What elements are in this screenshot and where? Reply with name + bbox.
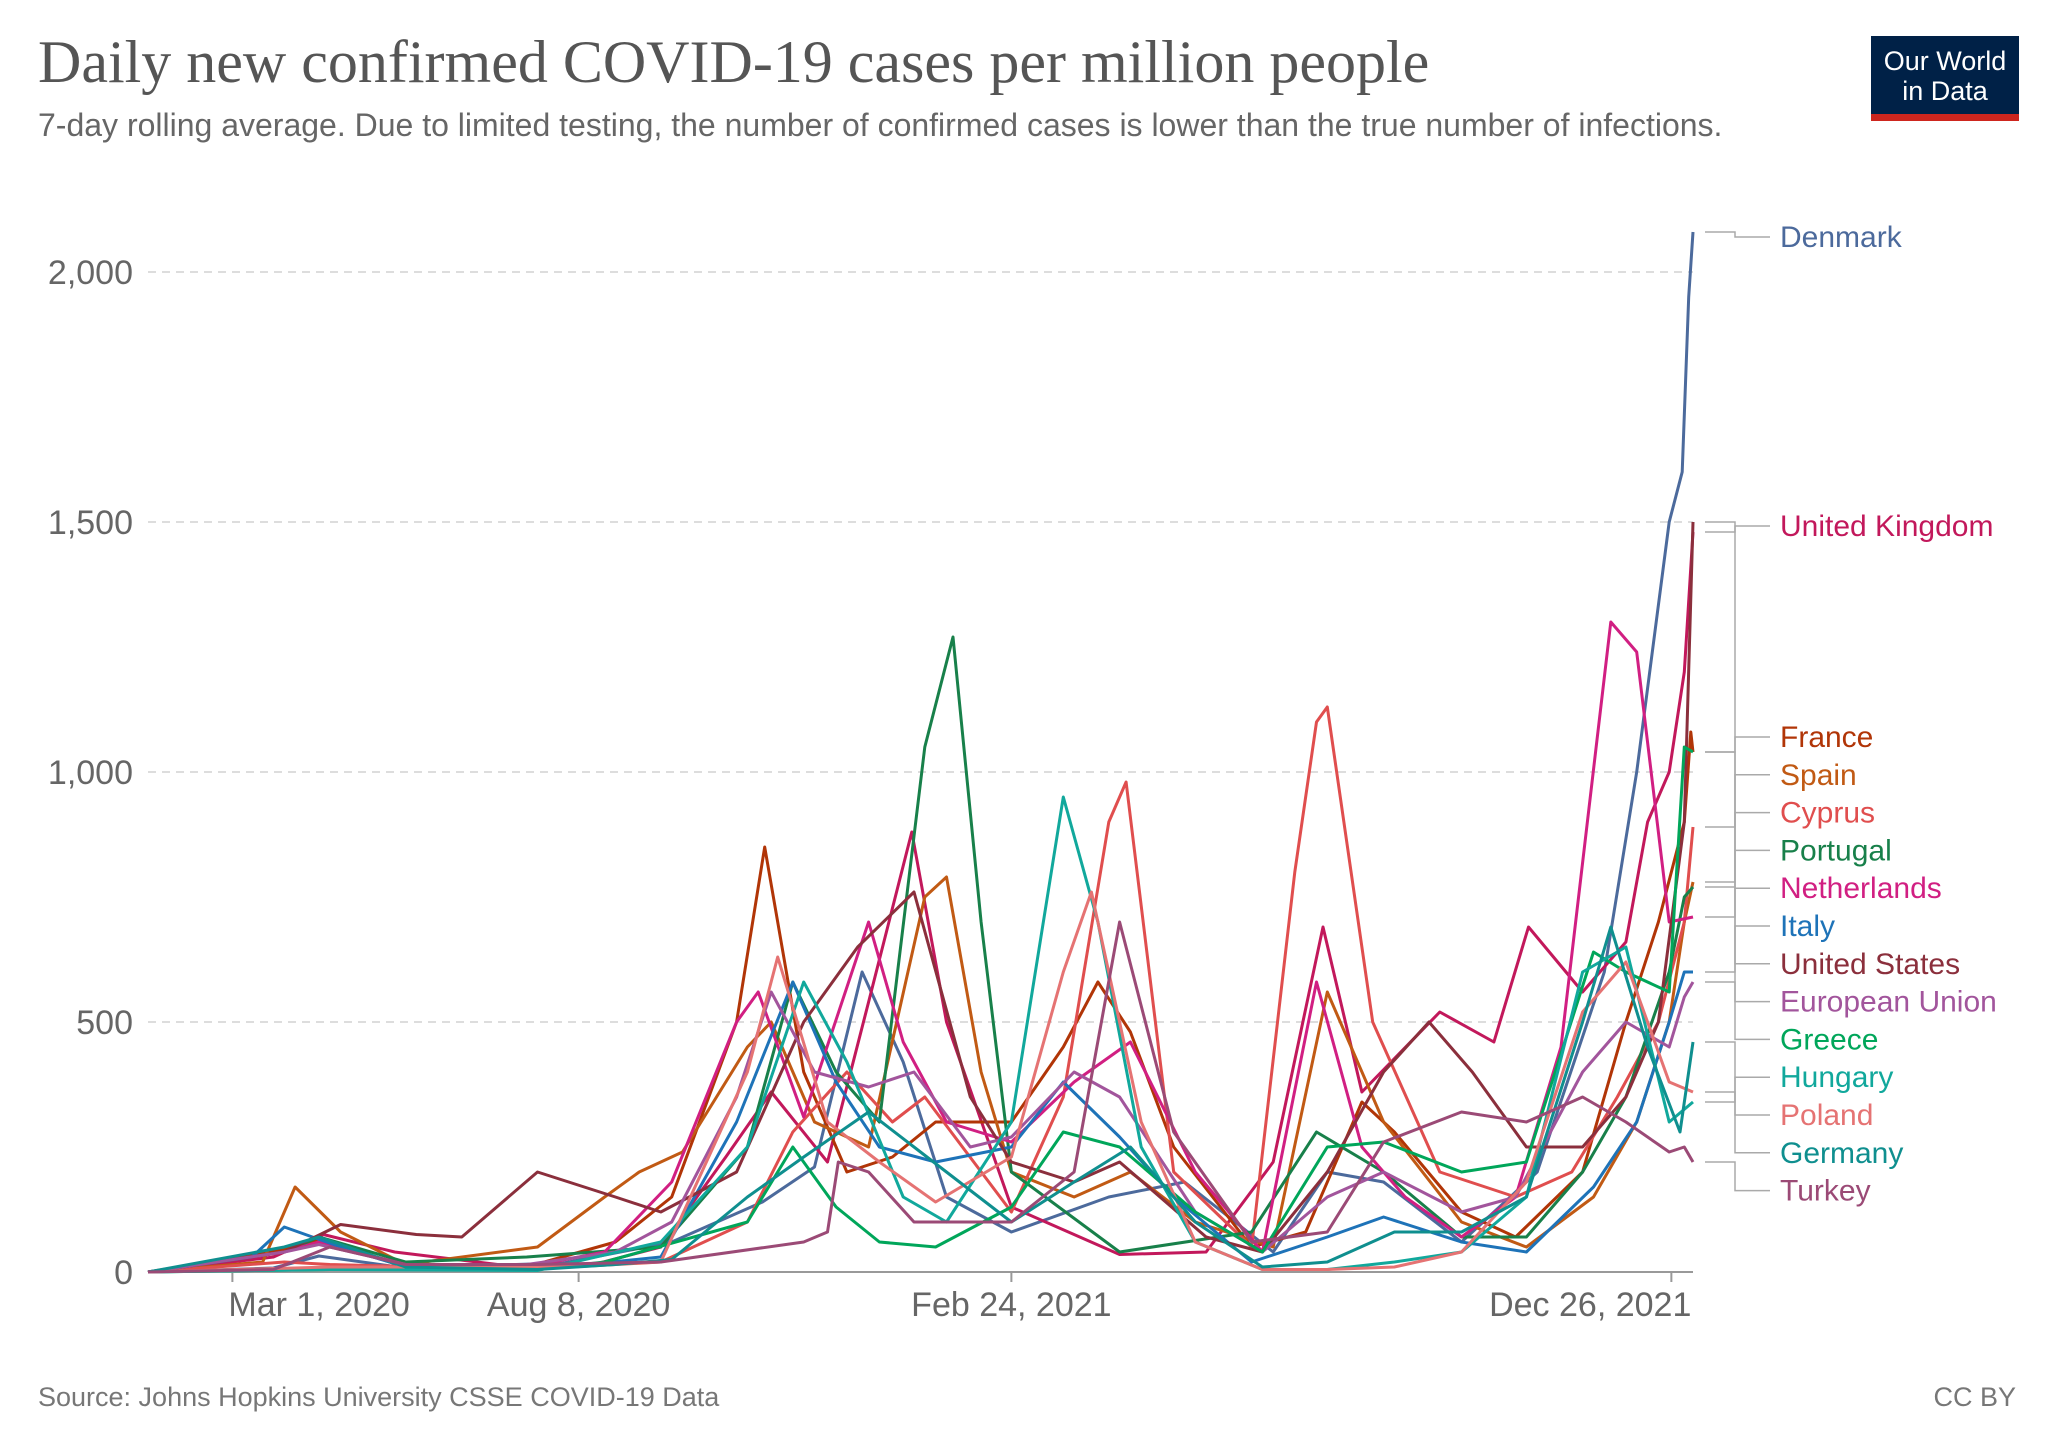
y-tick-label: 1,000 xyxy=(48,754,133,792)
series-line-denmark xyxy=(147,231,1695,1274)
legend-connector xyxy=(1705,981,1770,1003)
legend-label-european-union: European Union xyxy=(1780,986,1997,1019)
series-line-turkey xyxy=(147,920,1695,1274)
series-line-poland xyxy=(147,890,1694,1274)
y-tick-label: 0 xyxy=(114,1254,133,1292)
logo-line-2: in Data xyxy=(1902,76,1988,106)
legend-connector xyxy=(1705,887,1770,918)
legend: Denmark United Kingdom France Spain Cyprus Po… xyxy=(1705,221,1997,1208)
legend-label-spain: Spain xyxy=(1780,759,1857,792)
legend-label-italy: Italy xyxy=(1780,910,1835,943)
source-note: Source: Johns Hopkins University CSSE CO… xyxy=(38,1382,720,1412)
legend-label-france: France xyxy=(1780,721,1873,754)
legend-connector xyxy=(1705,231,1770,238)
line-chart: 0 500 1,000 1,500 2,000 Mar 1, 2020 Aug 8, 20… xyxy=(48,221,1997,1324)
legend-label-netherlands: Netherlands xyxy=(1780,872,1942,905)
logo-line-1: Our World xyxy=(1883,46,2007,76)
series-line-france xyxy=(147,730,1695,1274)
legend-label-hungary: Hungary xyxy=(1780,1061,1893,1094)
legend-label-cyprus: Cyprus xyxy=(1780,797,1875,830)
y-axis-ticks: 0 500 1,000 1,500 2,000 xyxy=(48,254,133,1292)
legend-label-greece: Greece xyxy=(1780,1023,1878,1056)
series-line-cyprus xyxy=(147,705,1695,1274)
license-link[interactable]: CC BY xyxy=(1933,1382,2016,1412)
x-tick-label: Aug 8, 2020 xyxy=(487,1286,670,1324)
legend-label-united-kingdom: United Kingdom xyxy=(1780,510,1993,543)
owid-logo[interactable]: Our World in Data xyxy=(1871,36,2019,121)
legend-connector xyxy=(1705,1161,1770,1192)
legend-connector xyxy=(1705,925,1770,973)
legend-connector xyxy=(1705,1076,1770,1103)
y-tick-label: 2,000 xyxy=(48,254,133,292)
series-line-italy xyxy=(147,970,1693,1274)
series-line-united-kingdom xyxy=(147,531,1695,1274)
legend-label-denmark: Denmark xyxy=(1780,221,1903,254)
legend-connector xyxy=(1705,1041,1770,1154)
series-line-hungary xyxy=(147,795,1694,1274)
x-tick-label: Mar 1, 2020 xyxy=(228,1286,409,1324)
legend-connector xyxy=(1705,525,1770,533)
series-line-european-union xyxy=(147,981,1695,1274)
series-line-netherlands xyxy=(147,620,1694,1274)
legend-connector xyxy=(1705,1091,1770,1116)
legend-connector xyxy=(1705,751,1770,1041)
chart-title: Daily new confirmed COVID-19 cases per m… xyxy=(38,29,1430,95)
series-line-greece xyxy=(147,745,1694,1274)
legend-label-turkey: Turkey xyxy=(1780,1175,1871,1208)
x-tick-label: Feb 24, 2021 xyxy=(911,1286,1111,1324)
x-tick-label: Dec 26, 2021 xyxy=(1489,1286,1691,1324)
legend-label-poland: Poland xyxy=(1780,1099,1873,1132)
legend-label-portugal: Portugal xyxy=(1780,834,1892,867)
series-line-united-states xyxy=(147,521,1695,1274)
legend-connector xyxy=(1705,811,1770,828)
y-tick-label: 1,500 xyxy=(48,504,133,542)
x-axis: Mar 1, 2020 Aug 8, 2020 Feb 24, 2021 Dec 26… xyxy=(148,1271,1693,1324)
series-lines xyxy=(147,231,1695,1274)
legend-label-united-states: United States xyxy=(1780,948,1960,981)
series-line-germany xyxy=(147,925,1695,1274)
legend-connector xyxy=(1705,736,1770,753)
chart-subtitle: 7-day rolling average. Due to limited te… xyxy=(38,107,1723,143)
legend-connector xyxy=(1705,774,1770,883)
legend-connector xyxy=(1705,521,1770,965)
series-line-spain xyxy=(147,875,1695,1274)
series-line-portugal xyxy=(147,635,1695,1274)
legend-label-germany: Germany xyxy=(1780,1137,1903,1170)
y-tick-label: 500 xyxy=(76,1004,133,1042)
